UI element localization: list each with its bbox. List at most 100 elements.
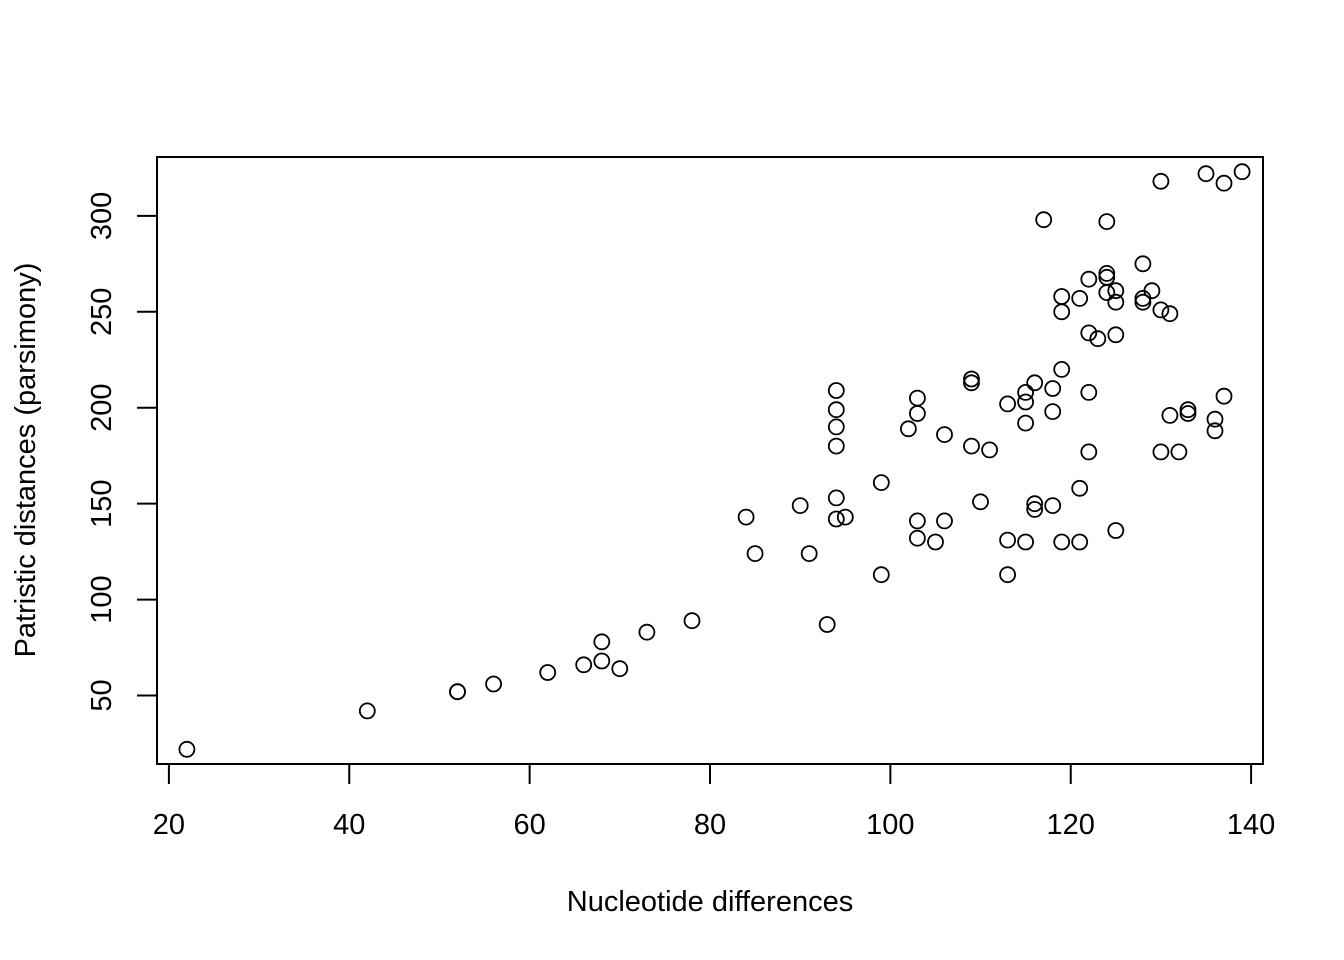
data-point: [827, 489, 845, 507]
x-tick-label: 60: [514, 809, 546, 841]
data-point: [1233, 163, 1251, 181]
data-point: [1080, 324, 1098, 342]
y-tick-label: 50: [86, 679, 118, 711]
data-point: [909, 529, 926, 547]
data-point: [1107, 293, 1125, 311]
data-point: [1134, 255, 1152, 273]
data-point: [1053, 303, 1071, 321]
data-point: [1053, 533, 1071, 551]
data-point: [1017, 393, 1034, 411]
data-point: [1053, 288, 1071, 305]
data-point: [358, 702, 376, 720]
data-point: [178, 740, 196, 758]
data-point: [827, 382, 845, 399]
data-point: [539, 664, 557, 681]
data-point: [927, 533, 944, 551]
data-point: [1026, 500, 1044, 518]
data-point: [818, 616, 836, 633]
data-point: [1071, 533, 1089, 551]
data-point: [1143, 282, 1161, 300]
data-point: [1080, 383, 1098, 401]
data-point: [1044, 403, 1062, 421]
data-point: [1215, 387, 1233, 405]
data-point: [963, 370, 980, 388]
data-point: [611, 660, 629, 678]
data-point: [1098, 264, 1116, 282]
data-point: [1044, 497, 1062, 515]
data-point: [1161, 305, 1179, 323]
data-point: [999, 531, 1016, 549]
x-tick-label: 40: [333, 809, 365, 841]
data-point: [836, 508, 854, 526]
data-point: [800, 545, 818, 562]
data-point: [963, 437, 980, 455]
data-point: [1215, 174, 1233, 192]
data-point: [999, 566, 1016, 584]
data-point: [936, 512, 953, 530]
data-point: [683, 612, 701, 630]
points-layer: [178, 163, 1251, 758]
data-point: [1152, 172, 1170, 190]
data-point: [981, 441, 998, 459]
data-point: [1170, 443, 1188, 461]
data-point: [900, 420, 917, 438]
data-point: [909, 512, 926, 530]
data-point: [1161, 406, 1179, 424]
data-point: [1179, 401, 1197, 419]
y-tick-label: 300: [86, 192, 118, 240]
data-point: [1071, 289, 1089, 307]
data-point: [575, 656, 593, 674]
y-axis: 50 100 150 200 250 300: [86, 192, 158, 712]
data-point: [1098, 268, 1116, 286]
data-point: [1197, 165, 1215, 183]
data-point: [936, 426, 953, 444]
data-point: [872, 566, 890, 584]
data-point: [1089, 330, 1107, 348]
data-point: [827, 401, 845, 419]
data-point: [1107, 522, 1125, 539]
data-point: [485, 675, 503, 693]
data-point: [449, 683, 466, 701]
data-point: [1107, 282, 1125, 300]
data-point: [963, 374, 980, 392]
data-point: [1206, 422, 1224, 440]
data-point: [1017, 414, 1034, 432]
data-point: [1080, 270, 1098, 288]
data-point: [593, 652, 611, 670]
plot-frame: [156, 156, 1264, 765]
y-tick-label: 200: [86, 384, 118, 432]
data-point: [638, 623, 656, 641]
x-tick-label: 140: [1227, 809, 1275, 841]
data-point: [737, 508, 755, 526]
x-tick-label: 20: [153, 809, 185, 841]
data-point: [1206, 410, 1224, 428]
data-point: [872, 474, 890, 492]
y-tick-label: 100: [86, 575, 118, 623]
data-point: [1098, 213, 1116, 231]
x-axis: 20 40 60 80 100 120 140: [153, 763, 1275, 841]
data-point: [1017, 533, 1034, 551]
data-point: [1107, 326, 1125, 344]
x-tick-label: 120: [1047, 809, 1095, 841]
data-point: [1053, 360, 1071, 378]
data-point: [909, 389, 926, 407]
data-point: [827, 437, 845, 455]
x-tick-label: 80: [694, 809, 726, 841]
data-point: [1134, 289, 1152, 307]
y-tick-label: 250: [86, 288, 118, 336]
data-point: [746, 545, 764, 562]
data-point: [1152, 301, 1170, 319]
data-point: [827, 510, 845, 528]
data-point: [1134, 293, 1152, 311]
data-point: [1179, 405, 1197, 422]
x-axis-title: Nucleotide differences: [567, 886, 853, 918]
data-point: [1035, 211, 1053, 229]
data-point: [1071, 479, 1089, 497]
data-point: [1017, 383, 1034, 401]
data-point: [972, 493, 989, 511]
data-point: [999, 395, 1016, 413]
y-tick-label: 150: [86, 480, 118, 528]
data-point: [1044, 380, 1062, 397]
data-point: [1026, 495, 1044, 513]
